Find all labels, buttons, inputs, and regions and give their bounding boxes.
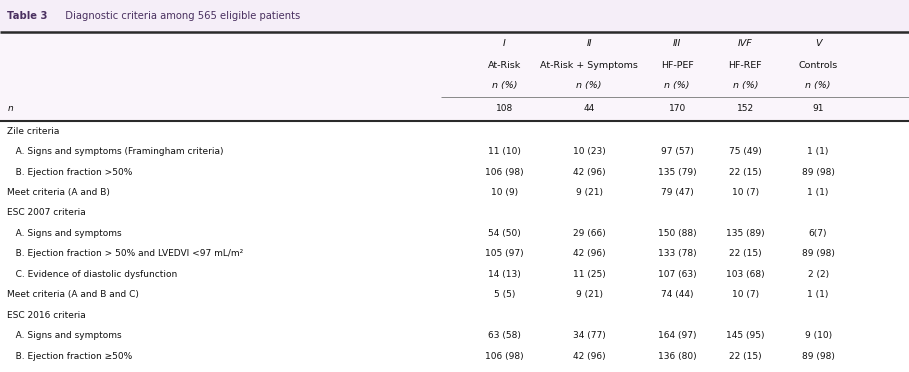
Text: 164 (97): 164 (97)	[658, 331, 696, 340]
Text: 9 (21): 9 (21)	[575, 290, 603, 299]
Text: B. Ejection fraction >50%: B. Ejection fraction >50%	[7, 167, 133, 177]
Text: 34 (77): 34 (77)	[573, 331, 605, 340]
Text: 89 (98): 89 (98)	[802, 249, 834, 259]
Text: 14 (13): 14 (13)	[488, 270, 521, 279]
Text: Table 3: Table 3	[7, 11, 47, 21]
Text: n: n	[7, 104, 13, 113]
Text: 2 (2): 2 (2)	[807, 270, 829, 279]
Text: Meet criteria (A and B): Meet criteria (A and B)	[7, 188, 110, 197]
Text: 22 (15): 22 (15)	[729, 352, 762, 361]
Text: Controls: Controls	[798, 61, 838, 70]
Text: Diagnostic criteria among 565 eligible patients: Diagnostic criteria among 565 eligible p…	[59, 11, 300, 21]
Text: ESC 2007 criteria: ESC 2007 criteria	[7, 208, 86, 218]
Text: 22 (15): 22 (15)	[729, 249, 762, 259]
Text: B. Ejection fraction ≥50%: B. Ejection fraction ≥50%	[7, 352, 133, 361]
Text: 170: 170	[669, 104, 685, 113]
Text: 106 (98): 106 (98)	[485, 352, 524, 361]
Text: 135 (79): 135 (79)	[658, 167, 696, 177]
Text: 42 (96): 42 (96)	[573, 249, 605, 259]
Text: 107 (63): 107 (63)	[658, 270, 696, 279]
Text: 9 (21): 9 (21)	[575, 188, 603, 197]
Text: 108: 108	[496, 104, 513, 113]
Text: 89 (98): 89 (98)	[802, 352, 834, 361]
Text: 135 (89): 135 (89)	[726, 229, 764, 238]
Text: Meet criteria (A and B and C): Meet criteria (A and B and C)	[7, 290, 139, 299]
Text: 1 (1): 1 (1)	[807, 147, 829, 156]
Text: 29 (66): 29 (66)	[573, 229, 605, 238]
Text: 9 (10): 9 (10)	[804, 331, 832, 340]
Text: 79 (47): 79 (47)	[661, 188, 694, 197]
Text: 63 (58): 63 (58)	[488, 331, 521, 340]
Text: 54 (50): 54 (50)	[488, 229, 521, 238]
Text: B. Ejection fraction > 50% and LVEDVI <97 mL/m²: B. Ejection fraction > 50% and LVEDVI <9…	[7, 249, 244, 259]
Text: 136 (80): 136 (80)	[658, 352, 696, 361]
Text: C. Evidence of diastolic dysfunction: C. Evidence of diastolic dysfunction	[7, 270, 177, 279]
Text: 105 (97): 105 (97)	[485, 249, 524, 259]
Text: 10 (23): 10 (23)	[573, 147, 605, 156]
Text: II: II	[586, 39, 592, 48]
Text: A. Signs and symptoms: A. Signs and symptoms	[7, 229, 122, 238]
Text: 10 (7): 10 (7)	[732, 188, 759, 197]
Text: n (%): n (%)	[576, 80, 602, 90]
Text: 5 (5): 5 (5)	[494, 290, 515, 299]
Text: 97 (57): 97 (57)	[661, 147, 694, 156]
Text: n (%): n (%)	[492, 80, 517, 90]
Text: 74 (44): 74 (44)	[661, 290, 694, 299]
Text: 11 (25): 11 (25)	[573, 270, 605, 279]
Text: 10 (9): 10 (9)	[491, 188, 518, 197]
Text: 150 (88): 150 (88)	[658, 229, 696, 238]
Text: 145 (95): 145 (95)	[726, 331, 764, 340]
Text: IVF: IVF	[738, 39, 753, 48]
Bar	[0, 0, 909, 32]
Text: V: V	[814, 39, 822, 48]
Text: 91: 91	[813, 104, 824, 113]
Text: 10 (7): 10 (7)	[732, 290, 759, 299]
Text: n (%): n (%)	[805, 80, 831, 90]
Text: ESC 2016 criteria: ESC 2016 criteria	[7, 311, 86, 320]
Bar	[0, 32, 909, 97]
Text: 89 (98): 89 (98)	[802, 167, 834, 177]
Text: 133 (78): 133 (78)	[658, 249, 696, 259]
Text: III: III	[673, 39, 682, 48]
Text: n (%): n (%)	[733, 80, 758, 90]
Text: I: I	[503, 39, 506, 48]
Text: 6(7): 6(7)	[809, 229, 827, 238]
Text: HF-PEF: HF-PEF	[661, 61, 694, 70]
Text: 103 (68): 103 (68)	[726, 270, 764, 279]
Text: 1 (1): 1 (1)	[807, 290, 829, 299]
Text: 42 (96): 42 (96)	[573, 352, 605, 361]
Text: 22 (15): 22 (15)	[729, 167, 762, 177]
Text: A. Signs and symptoms (Framingham criteria): A. Signs and symptoms (Framingham criter…	[7, 147, 224, 156]
Text: At-Risk: At-Risk	[488, 61, 521, 70]
Text: 11 (10): 11 (10)	[488, 147, 521, 156]
Bar	[0, 97, 909, 121]
Text: n (%): n (%)	[664, 80, 690, 90]
Text: A. Signs and symptoms: A. Signs and symptoms	[7, 331, 122, 340]
Text: 1 (1): 1 (1)	[807, 188, 829, 197]
Text: 75 (49): 75 (49)	[729, 147, 762, 156]
Text: 106 (98): 106 (98)	[485, 167, 524, 177]
Text: 42 (96): 42 (96)	[573, 167, 605, 177]
Text: 44: 44	[584, 104, 594, 113]
Text: HF-REF: HF-REF	[729, 61, 762, 70]
Text: 152: 152	[737, 104, 754, 113]
Text: Zile criteria: Zile criteria	[7, 126, 60, 136]
Text: At-Risk + Symptoms: At-Risk + Symptoms	[540, 61, 638, 70]
